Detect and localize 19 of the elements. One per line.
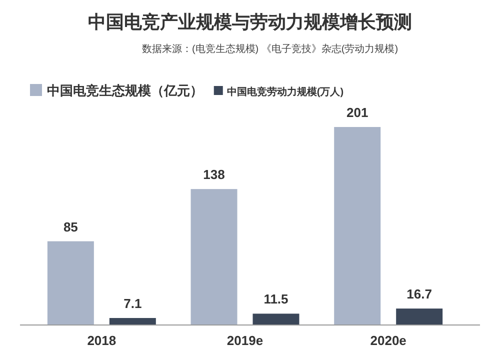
data-label: 85 <box>63 219 78 234</box>
bar <box>47 241 94 325</box>
data-label: 138 <box>203 167 225 182</box>
x-tick-label: 2019e <box>226 333 264 348</box>
source-note: 数据来源：(电竞生态规模) 《电子竞技》杂志(劳动力规模) <box>142 43 398 55</box>
bar <box>252 314 300 325</box>
data-label: 16.7 <box>406 286 432 302</box>
bar <box>396 308 443 325</box>
legend-label: 中国电竞劳动力规模(万人) <box>226 86 344 98</box>
x-tick-label: 2020e <box>370 333 406 348</box>
bar <box>109 318 156 325</box>
data-label: 11.5 <box>264 292 288 307</box>
data-label: 201 <box>346 105 368 120</box>
bar <box>190 189 238 325</box>
data-label: 7.1 <box>124 296 142 312</box>
x-tick-label: 2018 <box>87 333 116 348</box>
bar <box>334 127 381 325</box>
chart-title: 中国电竞产业规模与劳动力规模增长预测 <box>88 12 412 32</box>
legend-label: 中国电竞生态规模（亿元） <box>47 83 203 98</box>
